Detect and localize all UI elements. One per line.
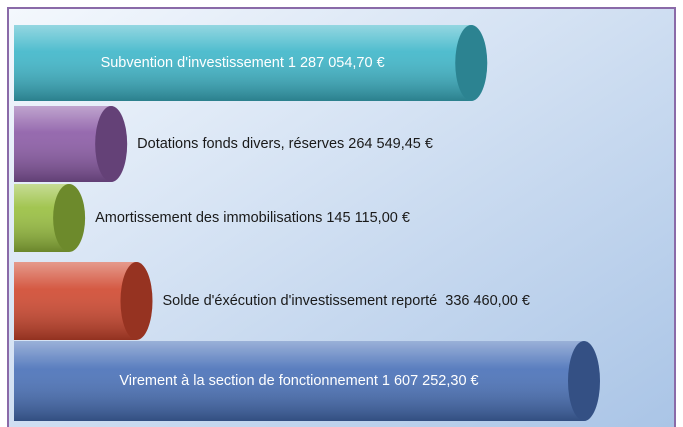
cylinder-bar	[14, 106, 128, 182]
bar-shade	[14, 25, 472, 101]
cylinder-bar	[14, 25, 488, 101]
value-label: 145 115,00 €	[326, 210, 410, 226]
bar-shade	[14, 262, 137, 340]
value-label: 1 607 252,30 €	[382, 373, 479, 389]
value-label: 264 549,45 €	[348, 136, 433, 152]
bar-cap-shade	[120, 262, 153, 340]
category-label: Amortissement des immobilisations	[95, 210, 322, 226]
bar-shade	[14, 106, 112, 182]
cylinder-bar	[14, 184, 86, 252]
value-label: 1 287 054,70 €	[288, 55, 385, 71]
bar-label: Subvention d'investissement 1 287 054,70 …	[101, 55, 385, 71]
bar-label: Virement à la section de fonctionnement 1…	[119, 373, 478, 389]
category-label: Solde d'éxécution d'investissement repor…	[162, 293, 441, 309]
value-label: 336 460,00 €	[445, 293, 530, 309]
bar-label: Solde d'éxécution d'investissement repor…	[162, 293, 529, 309]
bar-cap	[120, 262, 153, 340]
bar-cap-shade	[455, 25, 488, 101]
bar-label: Dotations fonds divers, réserves 264 549,…	[137, 136, 433, 152]
cylinder-bar	[14, 341, 600, 421]
bar-cap	[568, 341, 600, 421]
bar-shade	[14, 341, 584, 421]
bar-cap	[455, 25, 488, 101]
bar-cap	[95, 106, 128, 182]
bar-cap	[53, 184, 86, 252]
category-label: Dotations fonds divers, réserves	[137, 136, 344, 152]
cylinder-bar	[14, 262, 153, 340]
bar-cap-shade	[95, 106, 128, 182]
bar-cap-shade	[568, 341, 600, 421]
bar-label: Amortissement des immobilisations 145 115…	[95, 210, 410, 226]
bar-cap-shade	[53, 184, 86, 252]
category-label: Virement à la section de fonctionnement	[119, 373, 377, 389]
category-label: Subvention d'investissement	[101, 55, 284, 71]
